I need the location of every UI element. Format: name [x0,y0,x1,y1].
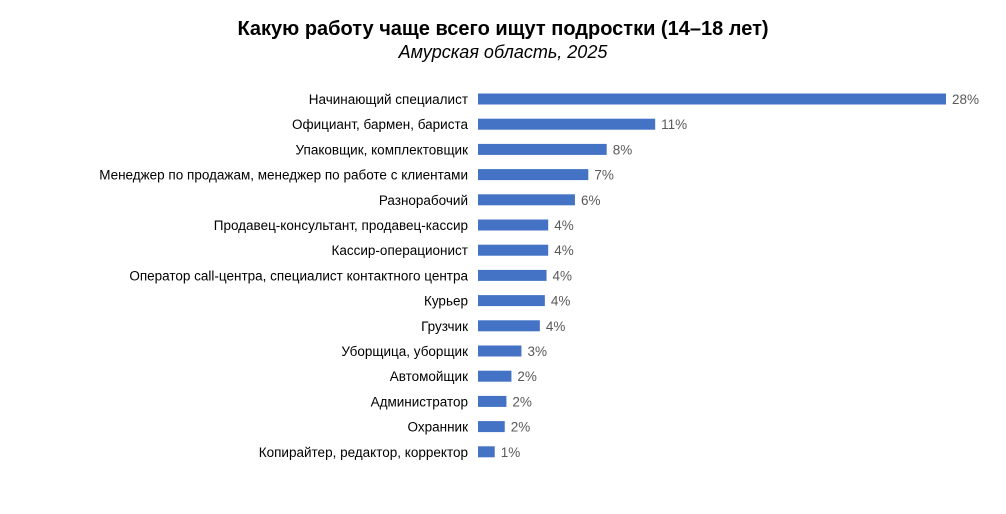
bar [478,446,495,458]
bar [478,295,545,307]
bar [478,169,589,181]
data-label: 4% [546,319,566,334]
data-label: 8% [613,142,633,157]
data-label: 11% [661,117,687,132]
chart-title: Какую работу чаще всего ищут подростки (… [237,18,769,40]
bar [478,118,656,130]
bar [478,320,540,332]
category-label: Копирайтер, редактор, корректор [259,445,468,460]
bar [478,395,507,407]
data-label: 28% [952,92,979,107]
bar [478,93,946,105]
category-label: Упаковщик, комплектовщик [296,142,469,157]
bar [478,269,547,281]
data-label: 2% [512,394,532,409]
bar [478,143,607,155]
category-label: Охранник [408,420,469,435]
bar [478,421,505,433]
data-label: 2% [511,420,531,435]
data-label: 7% [594,168,614,183]
bar [478,370,512,382]
data-label: 1% [501,445,521,460]
data-label: 4% [551,294,571,309]
category-label: Кассир-операционист [332,243,468,258]
category-label: Оператор call-центра, специалист контакт… [129,268,468,283]
category-label: Уборщица, уборщик [341,344,468,359]
category-label: Курьер [424,294,468,309]
bar [478,194,575,206]
category-label: Грузчик [421,319,468,334]
data-label: 6% [581,193,601,208]
bar [478,345,522,357]
category-label: Администратор [371,394,468,409]
category-label: Разнорабочий [379,193,468,208]
data-label: 2% [517,369,537,384]
category-label: Автомойщик [390,369,468,384]
bar [478,219,549,231]
category-label: Продавец-консультант, продавец-кассир [214,218,468,233]
data-label: 4% [554,243,574,258]
data-label: 3% [527,344,547,359]
data-label: 4% [554,218,574,233]
chart-subtitle: Амурская область, 2025 [398,42,608,62]
bar [478,244,549,256]
category-label: Официант, бармен, бариста [292,117,469,132]
data-label: 4% [553,268,573,283]
category-label: Начинающий специалист [309,92,468,107]
category-label: Менеджер по продажам, менеджер по работе… [99,168,468,183]
